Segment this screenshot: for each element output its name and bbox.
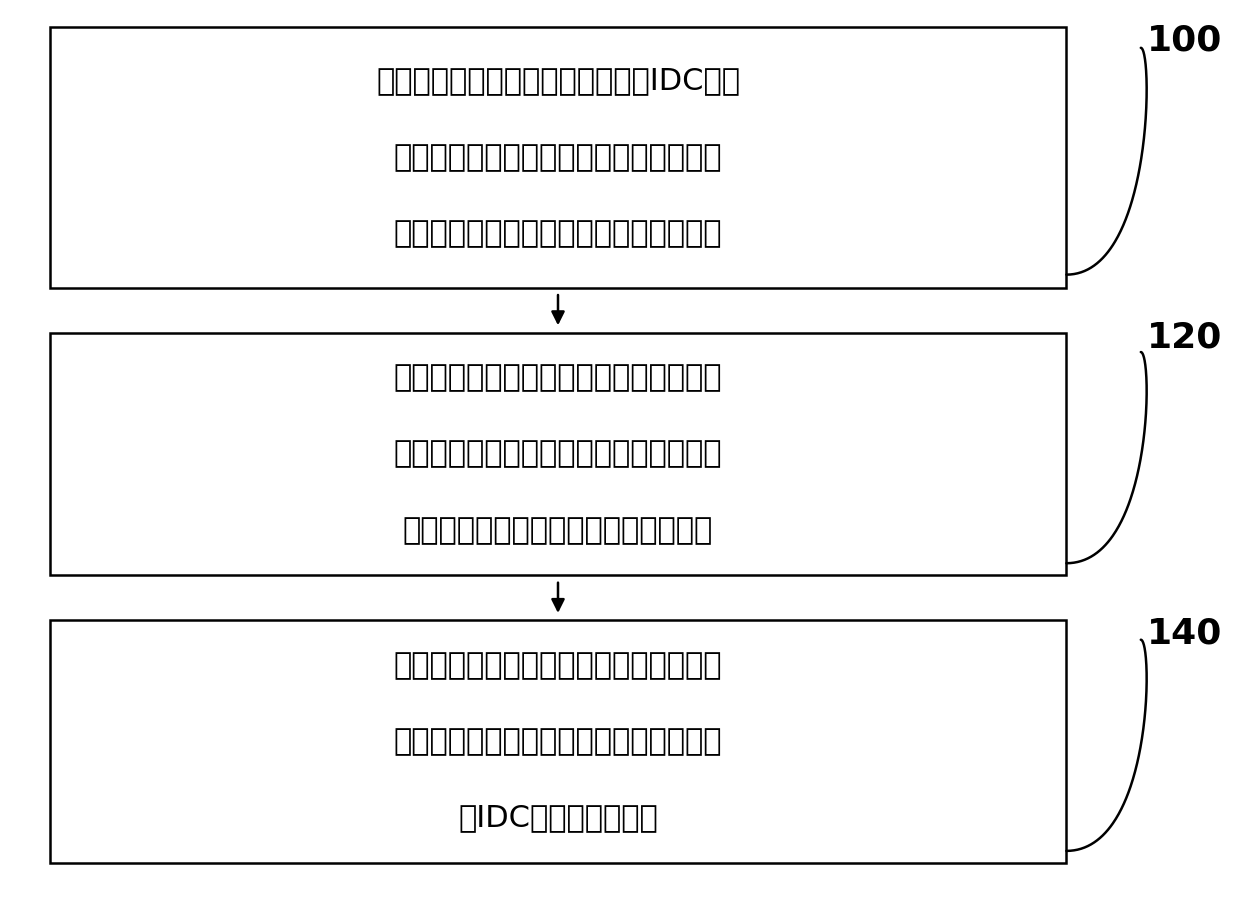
Text: 根据所述各机柜柜面的测温点的位置信息: 根据所述各机柜柜面的测温点的位置信息 [394, 363, 722, 392]
Text: 温度值和颜色值之间的对应关系，绘制所: 温度值和颜色值之间的对应关系，绘制所 [394, 727, 722, 756]
Bar [50, 333, 1066, 575]
Bar [50, 620, 1066, 863]
Text: 度数据包括：测温点的位置信息和温度值: 度数据包括：测温点的位置信息和温度值 [394, 219, 722, 248]
Text: 值计算，得到插值后机柜柜面温度数据: 值计算，得到插值后机柜柜面温度数据 [403, 516, 713, 545]
Text: 述IDC机房的温度云图: 述IDC机房的温度云图 [458, 804, 658, 832]
Text: 140: 140 [1147, 617, 1221, 651]
Text: 采集分布式光纤温度传感器测量的IDC机房: 采集分布式光纤温度传感器测量的IDC机房 [376, 67, 740, 95]
Text: 各机柜柜面的测温点的温度数据；所述温: 各机柜柜面的测温点的温度数据；所述温 [394, 143, 722, 172]
Text: 根据插值后的机柜柜面温度数据和预设的: 根据插值后的机柜柜面温度数据和预设的 [394, 651, 722, 680]
Text: 120: 120 [1147, 320, 1221, 354]
Bar [50, 27, 1066, 288]
Text: 100: 100 [1147, 23, 1221, 58]
Text: ，对所述获得的测温点的温度数据进行插: ，对所述获得的测温点的温度数据进行插 [394, 440, 722, 468]
